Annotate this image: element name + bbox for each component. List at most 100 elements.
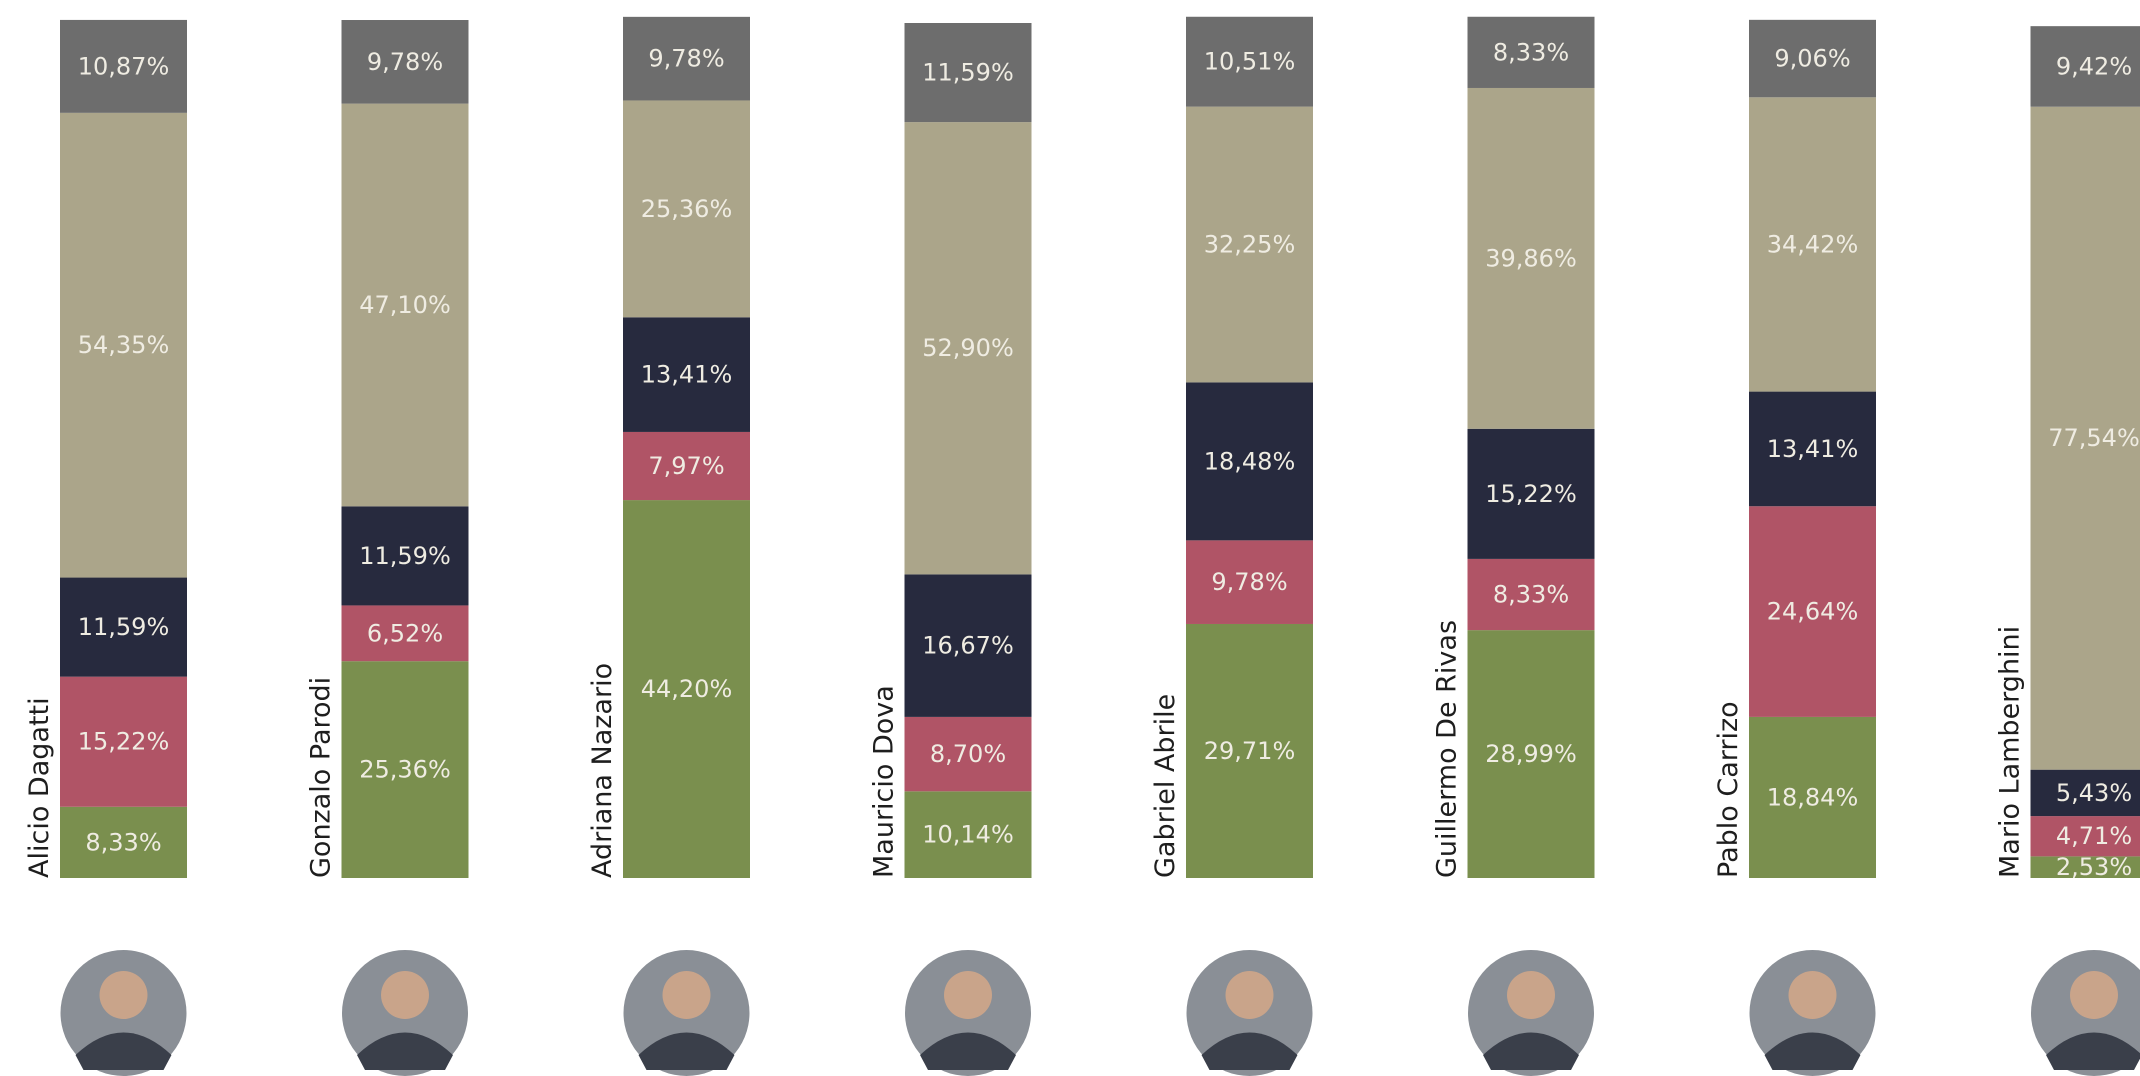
value-label: 9,78% bbox=[648, 45, 724, 73]
photo-face bbox=[1507, 971, 1555, 1019]
bar-segment bbox=[904, 122, 1032, 575]
bar-segment bbox=[1186, 106, 1313, 383]
value-label: 29,71% bbox=[1204, 737, 1296, 765]
value-label: 8,33% bbox=[1493, 38, 1569, 66]
value-label: 52,90% bbox=[922, 334, 1014, 362]
bar-segment bbox=[1749, 19, 1876, 98]
bar-segment bbox=[623, 100, 750, 318]
value-label: 32,25% bbox=[1204, 230, 1296, 258]
bar-segment bbox=[904, 574, 1032, 717]
value-label: 18,84% bbox=[1767, 783, 1859, 811]
value-label: 9,06% bbox=[1774, 45, 1850, 73]
bar-segment bbox=[1749, 716, 1876, 878]
value-label: 44,20% bbox=[641, 675, 733, 703]
candidate-name: Adriana Nazario bbox=[587, 663, 618, 878]
value-label: 18,48% bbox=[1204, 447, 1296, 475]
bar-segment bbox=[1467, 16, 1595, 88]
photo-face bbox=[2070, 971, 2118, 1019]
value-label: 5,43% bbox=[2056, 779, 2132, 807]
bar-segment bbox=[341, 103, 469, 507]
bar-segment bbox=[60, 577, 187, 677]
photo-face bbox=[1788, 971, 1837, 1019]
bar-segment bbox=[1186, 16, 1313, 107]
candidate-name: Alicio Dagatti bbox=[24, 697, 55, 878]
photo-body bbox=[1764, 1032, 1861, 1070]
bar-segment bbox=[60, 676, 187, 807]
bar-segment bbox=[60, 19, 187, 113]
photo-body bbox=[1201, 1032, 1298, 1070]
value-label: 77,54% bbox=[2048, 424, 2140, 452]
value-label: 9,78% bbox=[367, 48, 443, 76]
value-label: 9,42% bbox=[2056, 52, 2132, 80]
value-label: 4,71% bbox=[2056, 822, 2132, 850]
bar-segment bbox=[904, 23, 1032, 123]
candidate-name: Mario Lamberghini bbox=[1995, 626, 2026, 878]
bar-segment bbox=[2030, 26, 2140, 107]
value-label: 11,59% bbox=[359, 542, 451, 570]
candidate-name: Mauricio Dova bbox=[869, 685, 900, 878]
value-label: 11,59% bbox=[922, 59, 1014, 87]
value-label: 9,78% bbox=[1211, 568, 1287, 596]
bar-segment bbox=[1467, 428, 1595, 559]
candidate-name: Pablo Carrizo bbox=[1713, 701, 1744, 878]
bar-segment bbox=[1186, 623, 1313, 878]
bar-segment bbox=[1749, 391, 1876, 507]
bar-segment bbox=[2030, 769, 2140, 817]
bar-segment bbox=[60, 806, 187, 878]
value-label: 16,67% bbox=[922, 632, 1014, 660]
photo-face bbox=[944, 971, 992, 1019]
bar-segment bbox=[1186, 540, 1313, 624]
value-label: 2,53% bbox=[2056, 853, 2132, 881]
photo-face bbox=[381, 971, 429, 1019]
bar-segment bbox=[904, 791, 1032, 878]
value-label: 15,22% bbox=[1485, 480, 1577, 508]
bar-segment bbox=[1749, 97, 1876, 392]
bar-segment bbox=[1467, 558, 1595, 631]
photo-face bbox=[1225, 971, 1274, 1019]
photo-body bbox=[75, 1032, 172, 1070]
candidate-name: Gonzalo Parodi bbox=[306, 677, 337, 878]
value-label: 24,64% bbox=[1767, 598, 1859, 626]
bar-segment bbox=[1749, 506, 1876, 717]
bar-segment bbox=[1467, 87, 1595, 429]
value-label: 47,10% bbox=[359, 291, 451, 319]
photo-face bbox=[99, 971, 148, 1019]
value-label: 8,70% bbox=[930, 740, 1006, 768]
candidate-name: Guillermo De Rivas bbox=[1432, 620, 1463, 878]
value-label: 25,36% bbox=[359, 756, 451, 784]
bar-segment bbox=[2030, 856, 2140, 878]
value-label: 28,99% bbox=[1485, 740, 1577, 768]
value-label: 25,36% bbox=[641, 195, 733, 223]
value-label: 10,51% bbox=[1204, 48, 1296, 76]
bar-segment bbox=[623, 500, 750, 878]
value-label: 39,86% bbox=[1485, 244, 1577, 272]
value-label: 8,33% bbox=[85, 828, 161, 856]
bar-segment bbox=[623, 317, 750, 432]
bar-segment bbox=[341, 661, 469, 878]
value-label: 8,33% bbox=[1493, 581, 1569, 609]
candidate-name: Gabriel Abrile bbox=[1150, 694, 1181, 878]
bar-segment bbox=[341, 20, 469, 104]
bar-segment bbox=[341, 605, 469, 662]
value-label: 7,97% bbox=[648, 452, 724, 480]
value-label: 15,22% bbox=[78, 728, 170, 756]
value-label: 34,42% bbox=[1767, 230, 1859, 258]
value-label: 54,35% bbox=[78, 331, 170, 359]
photo-body bbox=[357, 1032, 453, 1070]
bar-segment bbox=[904, 716, 1032, 792]
bar-segment bbox=[341, 506, 469, 606]
bar-segment bbox=[2030, 106, 2140, 770]
value-label: 10,87% bbox=[78, 52, 170, 80]
photo-face bbox=[662, 971, 711, 1019]
photo-body bbox=[638, 1032, 735, 1070]
value-label: 11,59% bbox=[78, 613, 170, 641]
value-label: 13,41% bbox=[1767, 435, 1859, 463]
bar-segment bbox=[623, 16, 750, 101]
value-label: 6,52% bbox=[367, 619, 443, 647]
photo-body bbox=[1483, 1032, 1579, 1070]
bar-segment bbox=[60, 112, 187, 578]
bar-segment bbox=[623, 431, 750, 501]
value-label: 13,41% bbox=[641, 361, 733, 389]
